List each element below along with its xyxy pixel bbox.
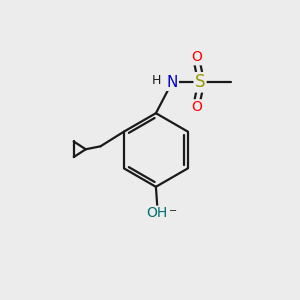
- Text: OH: OH: [147, 206, 168, 220]
- Text: N: N: [167, 75, 178, 90]
- Text: −: −: [169, 206, 177, 216]
- Text: S: S: [195, 73, 205, 91]
- Text: O: O: [192, 50, 203, 64]
- Text: H: H: [152, 74, 161, 87]
- Text: O: O: [192, 100, 203, 114]
